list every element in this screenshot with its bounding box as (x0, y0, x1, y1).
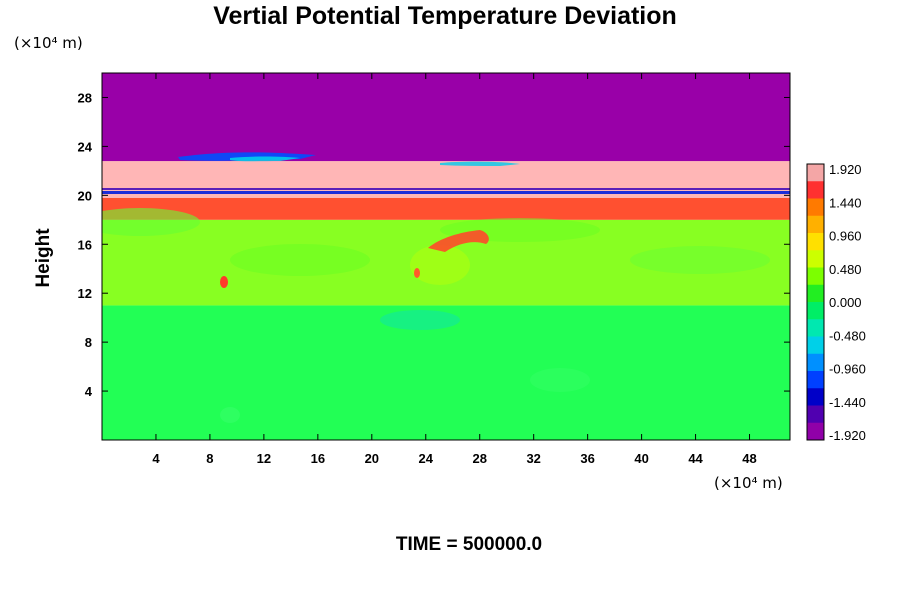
cool-blob (530, 368, 590, 392)
x-tick-label: 8 (206, 451, 213, 466)
heatmap-layer-0 (102, 305, 790, 440)
colorbar-swatch (807, 250, 824, 268)
colorbar-tick-label: 0.480 (829, 262, 862, 277)
heatmap-layer-2 (102, 197, 790, 220)
x-tick-label: 32 (526, 451, 540, 466)
time-label: TIME = 500000.0 (396, 534, 542, 555)
heatmap-layer-4 (102, 73, 790, 162)
y-tick-label: 4 (85, 384, 93, 399)
y-tick-label: 12 (78, 286, 92, 301)
dark-band (102, 188, 790, 190)
x-tick-label: 12 (257, 451, 271, 466)
colorbar-swatch (807, 302, 824, 320)
y-tick-label: 16 (78, 237, 92, 252)
x-tick-label: 16 (311, 451, 325, 466)
colorbar-tick-label: 0.960 (829, 229, 862, 244)
plot-area (102, 73, 790, 440)
colorbar-swatch (807, 198, 824, 217)
x-tick-label: 4 (152, 451, 160, 466)
wave-blob (230, 244, 370, 276)
y-axis: 4 8 12 16 20 24 28 (78, 90, 790, 399)
colorbar-frame (806, 163, 825, 441)
dark-band (102, 191, 790, 194)
colorbar-tick-label: 0.000 (829, 295, 862, 310)
heat-spot (414, 268, 420, 278)
x-tick-label: 44 (688, 451, 703, 466)
chart-title: Vertial Potential Temperature Deviation (213, 2, 677, 30)
x-tick-label: 36 (580, 451, 594, 466)
heat-filament (428, 230, 489, 252)
x-tick-label: 20 (365, 451, 379, 466)
x-tick-label: 40 (634, 451, 648, 466)
colorbar-tick-label: -1.440 (829, 395, 866, 410)
colorbar-swatch (807, 233, 824, 251)
colorbar-swatch (807, 336, 824, 355)
y-tick-label: 24 (78, 139, 93, 154)
colorbar-swatch (807, 371, 824, 389)
y-unit-label: (×10⁴ m) (14, 34, 83, 52)
colorbar-swatch (807, 319, 824, 337)
y-axis-label: Height (33, 228, 54, 288)
colorbar-swatch (807, 164, 824, 182)
heatmap-features (102, 152, 790, 423)
colorbar-swatch (807, 388, 824, 406)
colorbar-swatch (807, 353, 824, 372)
upper-filament (440, 161, 520, 166)
colorbar-swatch (807, 284, 824, 303)
cool-blob (220, 407, 240, 423)
colorbar-tick-label: 1.440 (829, 195, 862, 210)
y-tick-label: 20 (78, 188, 92, 203)
plot-frame (101, 72, 791, 441)
y-tick-label: 28 (78, 90, 92, 105)
wave-blob (630, 246, 770, 274)
colorbar-tick-label: -1.920 (829, 428, 866, 443)
colorbar-swatch (807, 181, 824, 199)
wave-blob (102, 208, 200, 236)
colorbar-swatch (807, 405, 824, 424)
colorbar-tick-label: 1.920 (829, 162, 862, 177)
x-unit-label: (×10⁴ m) (714, 474, 783, 492)
colorbar-swatch (807, 267, 824, 286)
x-axis: 4 8 12 16 20 24 28 32 36 40 44 48 (152, 73, 757, 466)
cool-blob (380, 310, 460, 330)
heat-spot (220, 276, 228, 288)
colorbar-tick-label: -0.480 (829, 328, 866, 343)
colorbar-tick-label: -0.960 (829, 362, 866, 377)
x-tick-label: 48 (742, 451, 756, 466)
colorbar: 1.920 1.440 0.960 0.480 0.000 -0.480 -0.960 -1.… (806, 162, 866, 443)
upper-filament (230, 156, 300, 162)
x-tick-label: 28 (472, 451, 486, 466)
colorbar-swatch (807, 422, 824, 441)
wave-blob (410, 245, 470, 285)
x-tick-label: 24 (419, 451, 434, 466)
colorbar-swatch (807, 215, 824, 234)
y-tick-label: 8 (85, 335, 92, 350)
